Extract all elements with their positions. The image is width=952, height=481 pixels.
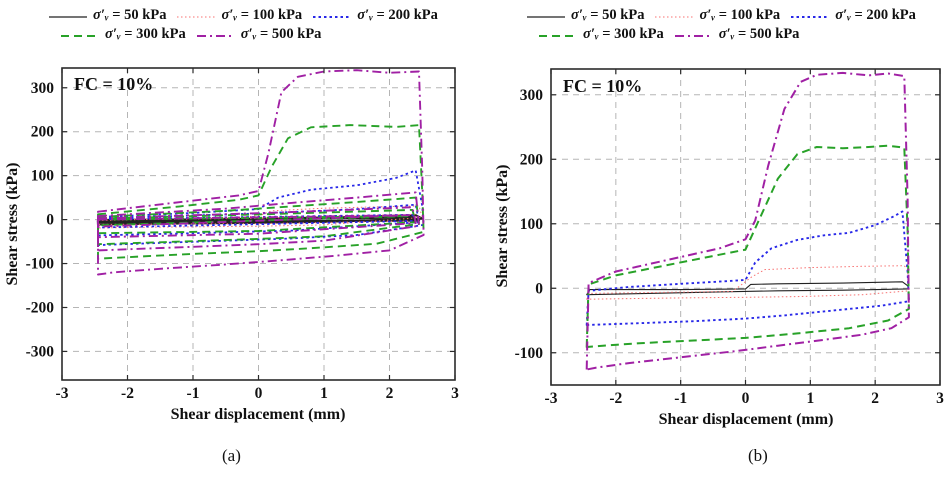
legend-b: σ′ᵥ = 50 kPa σ′ᵥ = 100 kPa σ′ᵥ = 200 kPa σ′… [526, 7, 916, 43]
subfigure-caption-b: (b) [748, 446, 768, 465]
series-lines [96, 69, 425, 276]
y-axis-label: Shear stress (kPa) [494, 164, 511, 288]
legend-item-label: σ′ᵥ = 200 kPa [357, 7, 438, 23]
legend-item: σ′ᵥ = 100 kPa [654, 7, 780, 24]
subfigure-caption-a: (a) [222, 446, 241, 465]
y-tick-label: 300 [31, 80, 55, 97]
legend-line-sample-icon [791, 15, 830, 18]
y-tick-label: -100 [515, 345, 544, 362]
legend-line-sample-icon [539, 34, 577, 37]
x-tick-label: -3 [545, 390, 558, 407]
series-loop-500kPa [97, 206, 417, 239]
chart-canvas-b: -3 -2 -1 0 1 2 3 -100 0 100 200 300 [515, 68, 944, 407]
legend-item: σ′ᵥ = 200 kPa [790, 7, 916, 24]
y-tick-label: 200 [31, 124, 55, 141]
legend-line-sample-icon [61, 34, 99, 37]
legend-item-label: σ′ᵥ = 300 kPa [583, 26, 664, 42]
x-tick-label: 3 [936, 390, 944, 407]
x-tick-label: 0 [742, 390, 750, 407]
x-axis-label: Shear displacement (mm) [170, 406, 346, 423]
figure-panel-a: σ′ᵥ = 50 kPa σ′ᵥ = 100 kPa σ′ᵥ = 200 kPa σ′… [4, 7, 459, 465]
legend-item: σ′ᵥ = 200 kPa [312, 7, 438, 24]
chart-canvas-a: -3 -2 -1 0 1 2 3 -300 -200 -100 0 100 200 300 [26, 67, 459, 402]
series-loop-500kPa [585, 71, 910, 371]
x-tick-label: 3 [451, 385, 459, 402]
legend-item-label: σ′ᵥ = 500 kPa [240, 26, 322, 42]
legend-item-label: σ′ᵥ = 50 kPa [93, 7, 167, 23]
y-axis-label: Shear stress (kPa) [4, 162, 21, 286]
legend-item: σ′ᵥ = 50 kPa [48, 7, 166, 24]
legend-row: σ′ᵥ = 50 kPa σ′ᵥ = 100 kPa σ′ᵥ = 200 kPa [526, 7, 916, 24]
legend-item-label: σ′ᵥ = 200 kPa [835, 7, 916, 23]
x-tick-label: 1 [806, 390, 814, 407]
legend-item: σ′ᵥ = 50 kPa [526, 7, 644, 24]
legend-row: σ′ᵥ = 300 kPa σ′ᵥ = 500 kPa [60, 26, 438, 43]
y-tick-label: -200 [26, 299, 55, 316]
series-loop-300kPa [585, 144, 910, 348]
legend-line-sample-icon [313, 15, 352, 18]
legend-item-label: σ′ᵥ = 50 kPa [571, 7, 645, 23]
legend-line-sample-icon [196, 34, 235, 37]
series-loop-500kPa [97, 214, 411, 228]
series-lines [585, 71, 910, 371]
legend-item-label: σ′ᵥ = 500 kPa [718, 26, 800, 42]
fc-annotation: FC = 10% [563, 76, 643, 96]
x-tick-label: 2 [871, 390, 879, 407]
y-tick-label: 0 [535, 280, 543, 297]
x-tick-label: 1 [320, 385, 328, 402]
series-loop-200kPa [97, 169, 425, 246]
legend-line-sample-icon [674, 34, 713, 37]
gridlines [551, 69, 940, 385]
legend-item: σ′ᵥ = 500 kPa [674, 26, 800, 43]
axes: -3 -2 -1 0 1 2 3 -300 -200 -100 0 100 200 300 [26, 67, 459, 402]
x-tick-label: -3 [56, 385, 69, 402]
axes: -3 -2 -1 0 1 2 3 -100 0 100 200 300 [515, 68, 944, 407]
series-loop-500kPa [97, 191, 420, 252]
x-tick-label: 0 [255, 385, 263, 402]
legend-a: σ′ᵥ = 50 kPa σ′ᵥ = 100 kPa σ′ᵥ = 200 kPa σ′… [48, 7, 438, 43]
legend-item-label: σ′ᵥ = 300 kPa [105, 26, 186, 42]
series-loop-200kPa [585, 210, 910, 326]
x-tick-label: -2 [609, 390, 622, 407]
legend-item: σ′ᵥ = 300 kPa [538, 26, 664, 43]
x-tick-label: 2 [386, 385, 394, 402]
y-tick-label: 200 [520, 151, 544, 168]
legend-item: σ′ᵥ = 500 kPa [196, 26, 322, 43]
y-tick-label: 0 [46, 212, 54, 229]
legend-line-sample-icon [49, 15, 87, 18]
legend-line-sample-icon [527, 15, 565, 18]
legend-row: σ′ᵥ = 300 kPa σ′ᵥ = 500 kPa [538, 26, 916, 43]
series-loop-50kPa [586, 281, 910, 296]
series-loop-300kPa [97, 124, 425, 260]
y-tick-label: 300 [520, 87, 544, 104]
legend-row: σ′ᵥ = 50 kPa σ′ᵥ = 100 kPa σ′ᵥ = 200 kPa [48, 7, 438, 24]
y-tick-label: -100 [26, 256, 55, 273]
legend-line-sample-icon [177, 15, 216, 18]
series-loop-500kPa [97, 69, 425, 276]
legend-item: σ′ᵥ = 300 kPa [60, 26, 186, 43]
y-tick-label: 100 [31, 168, 55, 185]
figure-panel-b: σ′ᵥ = 50 kPa σ′ᵥ = 100 kPa σ′ᵥ = 200 kPa σ′… [476, 0, 952, 481]
x-axis-label: Shear displacement (mm) [658, 411, 834, 428]
fc-annotation: FC = 10% [74, 74, 154, 94]
x-tick-label: -2 [121, 385, 134, 402]
y-tick-label: -300 [26, 343, 55, 360]
y-tick-label: 100 [520, 216, 544, 233]
legend-line-sample-icon [655, 15, 694, 18]
x-tick-label: -1 [674, 390, 687, 407]
legend-item-label: σ′ᵥ = 100 kPa [699, 7, 781, 23]
legend-item: σ′ᵥ = 100 kPa [176, 7, 302, 24]
x-tick-label: -1 [187, 385, 200, 402]
legend-item-label: σ′ᵥ = 100 kPa [221, 7, 303, 23]
